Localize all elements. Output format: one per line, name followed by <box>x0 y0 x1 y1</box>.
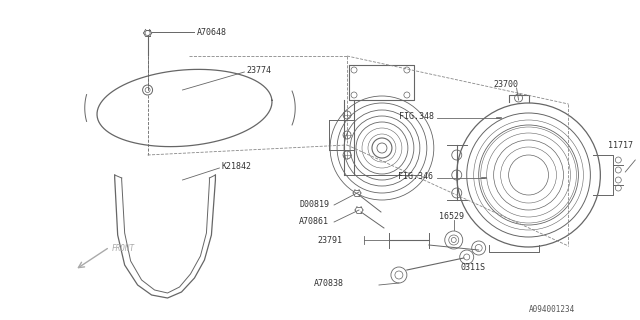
Text: 0311S: 0311S <box>461 263 486 273</box>
Text: FIG.348: FIG.348 <box>399 111 434 121</box>
Text: A70838: A70838 <box>314 279 344 289</box>
Text: 16529: 16529 <box>439 212 464 220</box>
Text: 23791: 23791 <box>317 236 342 244</box>
Text: D00819: D00819 <box>299 199 329 209</box>
Text: FIG.346: FIG.346 <box>398 172 433 180</box>
Text: A094001234: A094001234 <box>529 306 575 315</box>
Text: 11717: 11717 <box>609 140 634 149</box>
Text: FRONT: FRONT <box>112 244 135 252</box>
Text: A70648: A70648 <box>196 28 227 36</box>
Text: 23774: 23774 <box>246 66 271 75</box>
Text: K21842: K21842 <box>221 162 252 171</box>
Text: A70861: A70861 <box>299 217 329 226</box>
Text: 23700: 23700 <box>493 79 518 89</box>
